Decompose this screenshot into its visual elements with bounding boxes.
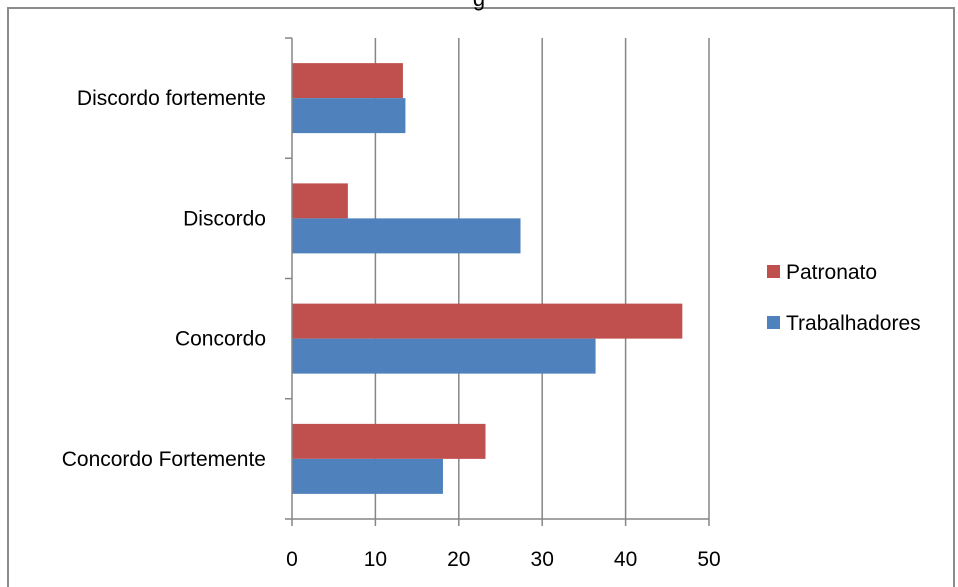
category-label: Concordo	[175, 328, 266, 351]
bar-trabalhadores-1	[292, 338, 596, 374]
x-tick-label: 30	[531, 548, 554, 571]
bar-trabalhadores-2	[292, 218, 521, 254]
category-label: Concordo Fortemente	[62, 448, 266, 471]
x-tick-label: 20	[447, 548, 470, 571]
chart-frame	[7, 7, 955, 587]
category-label: Discordo fortemente	[77, 87, 266, 110]
legend-swatch-patronato	[767, 265, 780, 278]
bar-patronato-1	[292, 303, 683, 339]
legend-label-trabalhadores: Trabalhadores	[786, 312, 921, 335]
x-tick-label: 50	[697, 548, 720, 571]
bar-trabalhadores-0	[292, 458, 443, 494]
x-tick-label: 10	[364, 548, 387, 571]
x-tick-label: 0	[286, 548, 298, 571]
bar-patronato-3	[292, 63, 403, 99]
legend-swatch-trabalhadores	[767, 316, 780, 329]
chart-title-fragment: g	[0, 0, 958, 12]
category-label: Discordo	[183, 207, 266, 230]
bar-trabalhadores-3	[292, 98, 406, 134]
x-tick-label: 40	[614, 548, 637, 571]
legend-label-patronato: Patronato	[786, 261, 877, 284]
bar-patronato-2	[292, 183, 348, 219]
bar-patronato-0	[292, 423, 486, 459]
